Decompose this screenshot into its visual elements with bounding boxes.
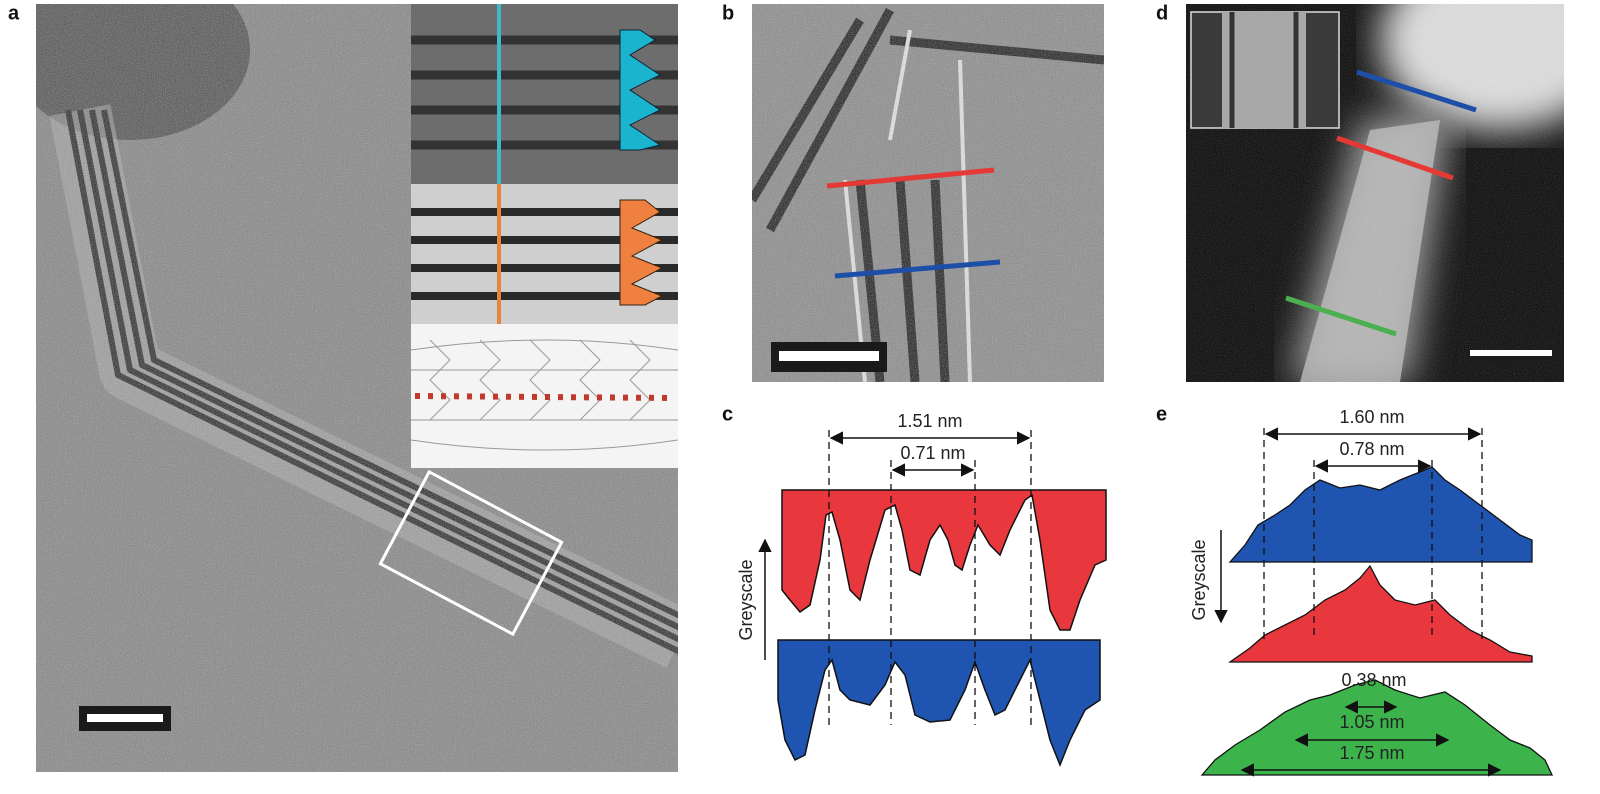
profile-red (781, 489, 1107, 631)
profile-green (1200, 679, 1554, 776)
panel-b-image (752, 4, 1104, 382)
panel-label: b (722, 2, 734, 24)
profile-blue (1228, 466, 1533, 563)
measurement: 0.38 nm (1341, 670, 1406, 690)
panel-label: a (8, 2, 20, 24)
measurement: 0.78 nm (1339, 439, 1404, 459)
panel-label: d (1156, 2, 1168, 24)
measurement: 1.75 nm (1339, 743, 1404, 763)
measurement: 1.51 nm (897, 411, 962, 431)
measurement: 1.05 nm (1339, 712, 1404, 732)
panel-label: c (722, 403, 733, 425)
panel-d-image (1186, 4, 1564, 382)
profile-red (1227, 564, 1533, 663)
profile-blue (777, 639, 1101, 768)
panel-label: e (1156, 403, 1167, 425)
measurement: 0.71 nm (900, 443, 965, 463)
panel-a-image (36, 4, 678, 772)
measurement: 1.60 nm (1339, 407, 1404, 427)
dimension-lines (758, 430, 1032, 725)
axis-label: Greyscale (1189, 539, 1209, 620)
dimension-lines (1214, 427, 1502, 777)
axis-label: Greyscale (736, 559, 756, 640)
